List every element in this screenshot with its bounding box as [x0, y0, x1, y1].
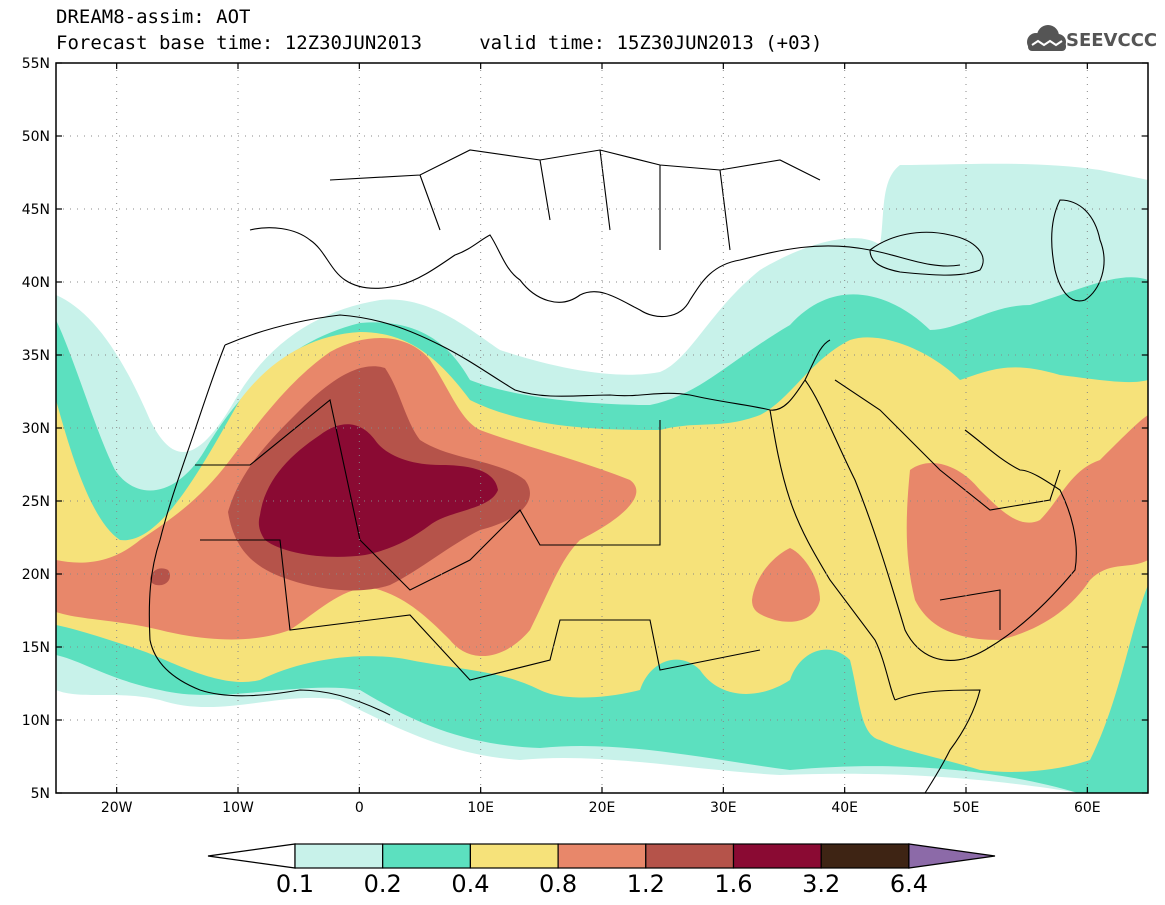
lat-label: 50N: [22, 129, 50, 145]
aot-contour-1.2-dakar: [150, 568, 170, 586]
lat-label: 15N: [22, 640, 50, 656]
lat-label: 35N: [22, 348, 50, 364]
lat-label: 10N: [22, 713, 50, 729]
colorbar-high-arrow: [908, 843, 996, 869]
lon-label: 20E: [589, 800, 616, 816]
colorbar: [207, 843, 996, 869]
axis-ticks: [56, 62, 1148, 794]
lon-labels: 20W 10W 0 10E 20E 30E 40E 50E 60E: [101, 800, 1101, 816]
lat-label: 20N: [22, 567, 50, 583]
lon-label: 0: [355, 800, 364, 816]
border-arabia: [834, 379, 1061, 630]
border-sahel: [200, 539, 761, 681]
colorbar-swatch: [732, 843, 822, 869]
aot-contour-1.6: [258, 424, 498, 557]
aot-field: [56, 63, 1148, 793]
lat-label: 45N: [22, 202, 50, 218]
lon-label: 60E: [1074, 800, 1101, 816]
lon-label: 30E: [710, 800, 737, 816]
colorbar-low-arrow: [207, 843, 296, 869]
aot-contour-0.8-arabia: [906, 415, 1148, 640]
colorbar-swatch: [820, 843, 910, 869]
coastline-europe: [249, 227, 961, 318]
coastline-caspian: [1051, 199, 1105, 302]
seevccc-logo: SEEVCCC: [1066, 30, 1158, 51]
lon-label: 10E: [467, 800, 494, 816]
colorbar-label: 1.2: [627, 870, 665, 898]
border-europe: [329, 149, 821, 251]
lon-label: 50E: [953, 800, 980, 816]
colorbar-swatch: [469, 843, 559, 869]
graticule: [56, 63, 1148, 793]
lat-label: 25N: [22, 494, 50, 510]
colorbar-label: 6.4: [890, 870, 928, 898]
colorbar-label: 0.8: [539, 870, 577, 898]
coastline-arabia: [804, 379, 1077, 661]
aot-contour-0.8-sudan: [752, 548, 820, 622]
coastlines: [148, 149, 1105, 793]
colorbar-swatch: [382, 843, 472, 869]
coastline-red-sea: [769, 409, 896, 701]
coastline-black-sea: [869, 231, 984, 276]
coastline-west-africa: [148, 344, 391, 716]
lat-label: 5N: [31, 786, 50, 802]
lat-label: 40N: [22, 275, 50, 291]
lon-label: 40E: [831, 800, 858, 816]
lat-label: 30N: [22, 421, 50, 437]
colorbar-label: 3.2: [802, 870, 840, 898]
forecast-times: Forecast base time: 12Z30JUN2013 valid t…: [56, 32, 823, 54]
lon-label: 20W: [101, 800, 133, 816]
coastline-north-africa: [224, 314, 831, 411]
lat-labels: 55N 50N 45N 40N 35N 30N 25N 20N 15N 10N 5N: [22, 56, 50, 802]
colorbar-labels: 0.1 0.2 0.4 0.8 1.2 1.6 3.2 6.4: [276, 870, 928, 898]
colorbar-label: 0.2: [364, 870, 402, 898]
coastline-horn: [894, 689, 981, 793]
border-sahara: [195, 399, 661, 591]
colorbar-swatch: [645, 843, 735, 869]
colorbar-label: 0.1: [276, 870, 314, 898]
lat-label: 55N: [22, 56, 50, 72]
colorbar-label: 1.6: [714, 870, 752, 898]
colorbar-swatch: [557, 843, 647, 869]
map-title: DREAM8-assim: AOT: [56, 6, 251, 28]
seevccc-cloud-icon: [1027, 25, 1066, 51]
lon-label: 10W: [222, 800, 254, 816]
colorbar-swatch: [294, 843, 384, 869]
colorbar-label: 0.4: [451, 870, 489, 898]
